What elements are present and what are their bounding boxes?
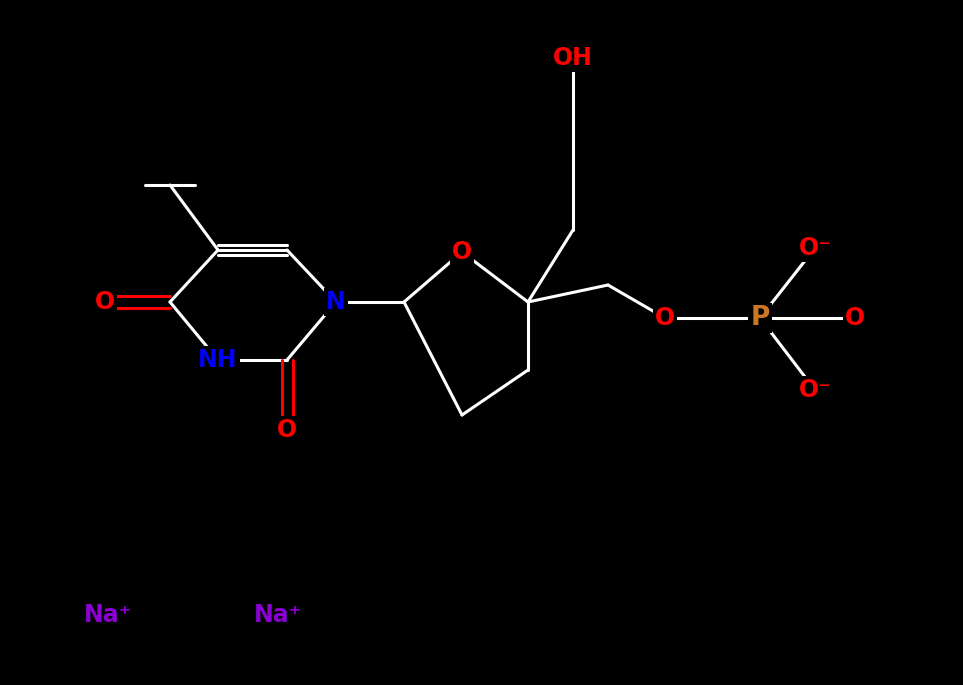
Text: OH: OH <box>553 46 593 70</box>
Text: Na⁺: Na⁺ <box>84 603 132 627</box>
Text: P: P <box>750 305 769 331</box>
Text: O: O <box>655 306 675 330</box>
Text: NH: NH <box>198 348 238 372</box>
Text: O: O <box>452 240 472 264</box>
Text: Na⁺: Na⁺ <box>254 603 302 627</box>
Text: O⁻: O⁻ <box>798 236 831 260</box>
Text: O⁻: O⁻ <box>798 378 831 402</box>
Text: O: O <box>845 306 865 330</box>
Text: O: O <box>95 290 115 314</box>
Text: N: N <box>326 290 346 314</box>
Text: O: O <box>277 418 297 442</box>
